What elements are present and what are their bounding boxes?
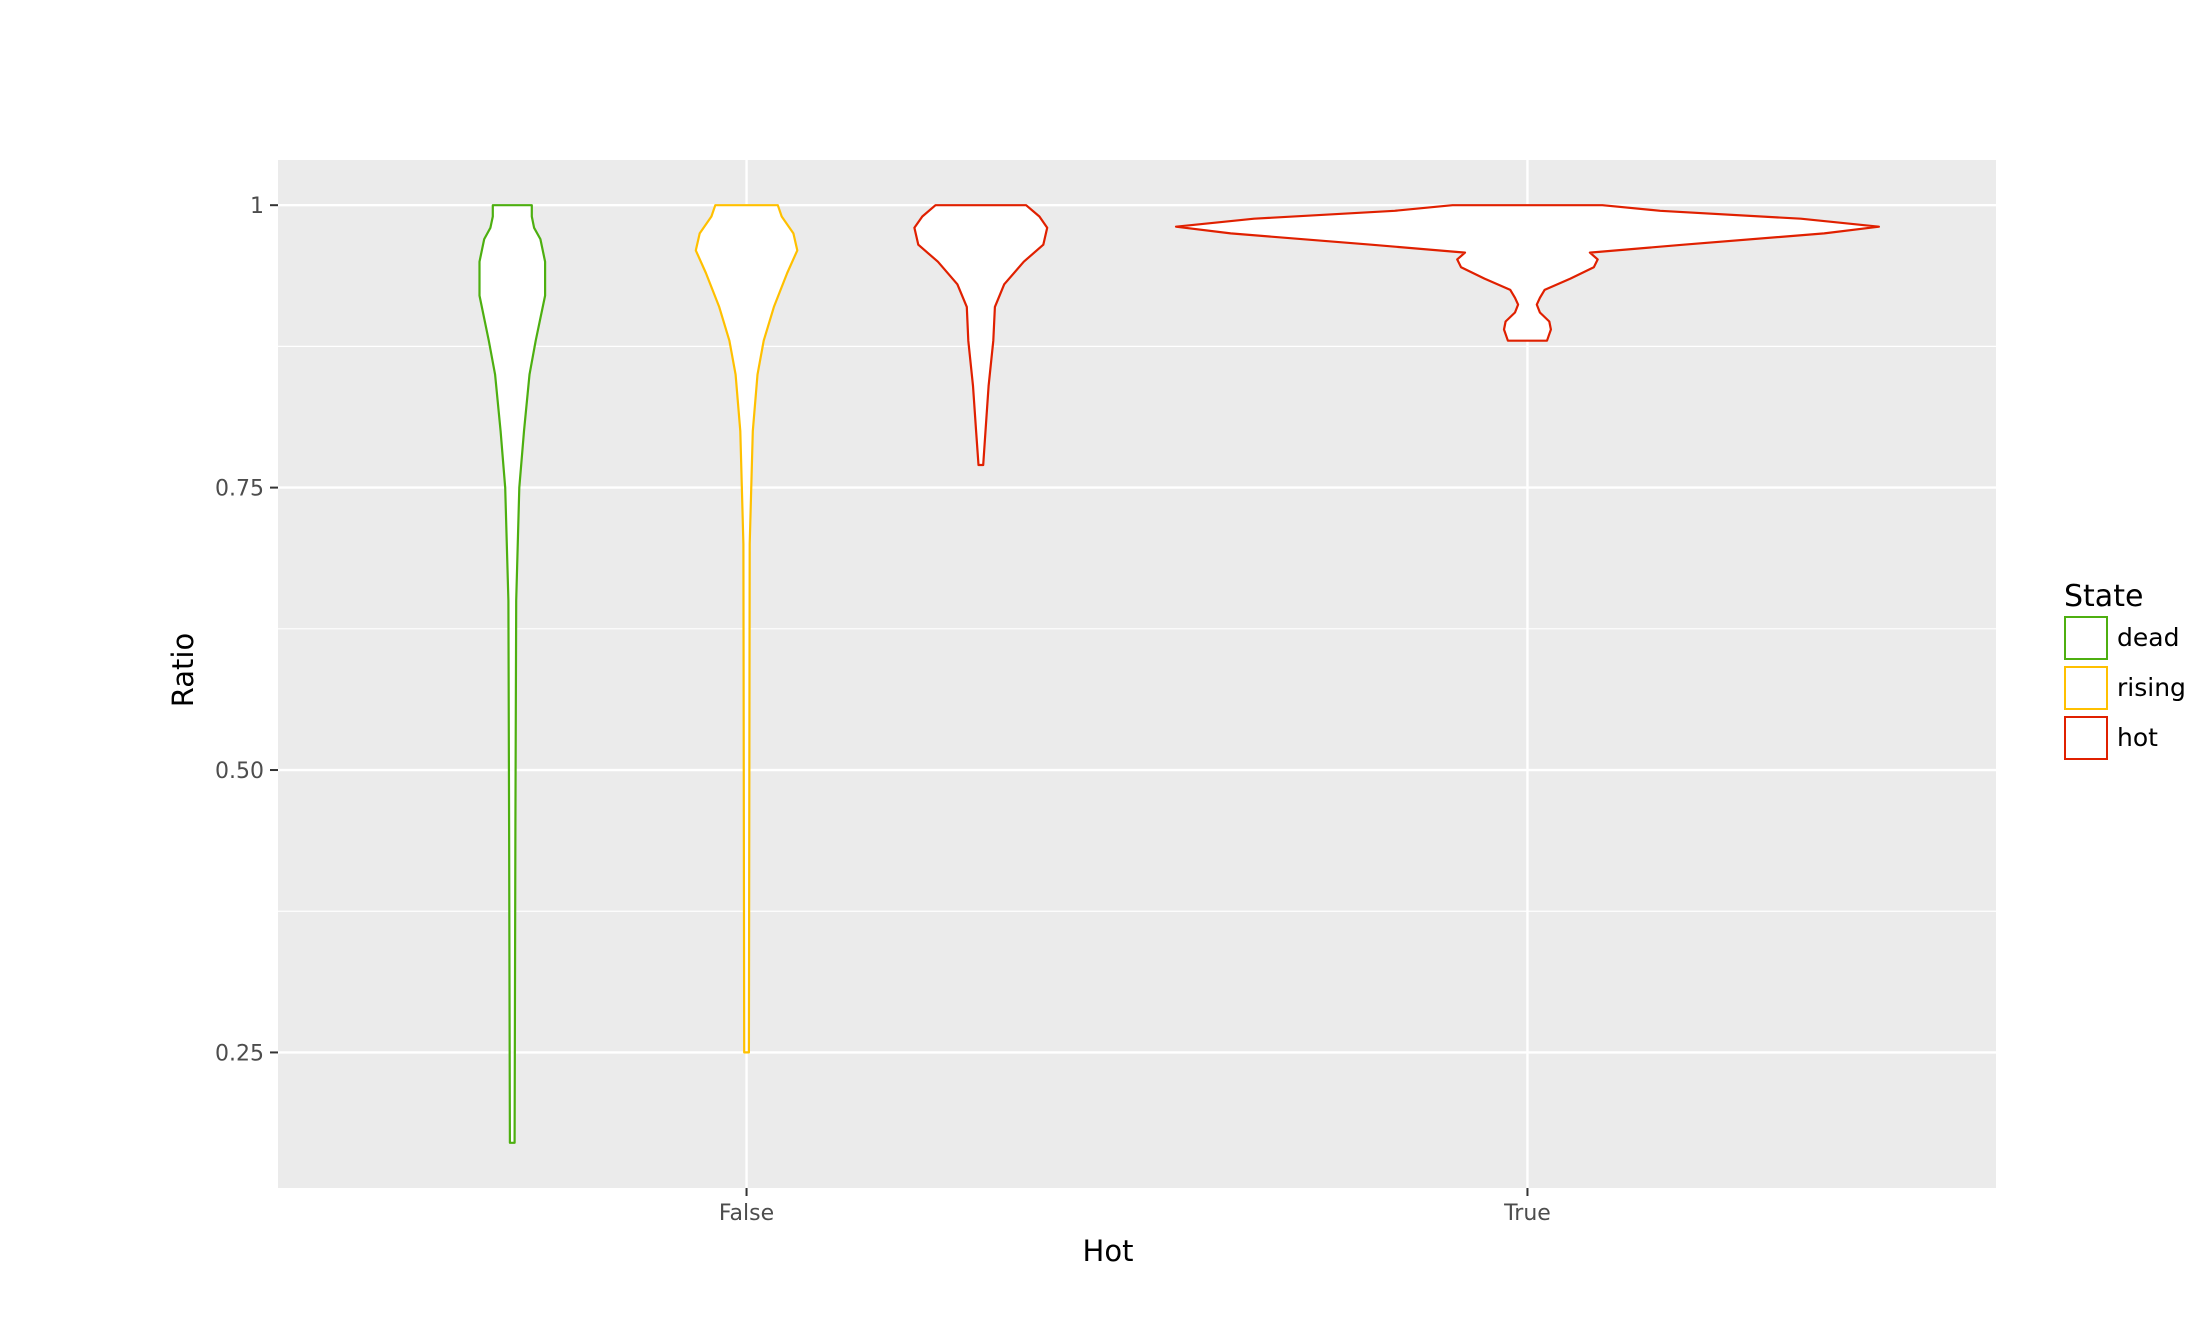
y-axis: 0.25 0.50 0.75 1 — [215, 194, 278, 1066]
x-tick-label: True — [1503, 1201, 1551, 1226]
legend-title: State — [2064, 579, 2143, 614]
legend-label-dead: dead — [2117, 623, 2179, 652]
legend-key-rising — [2064, 666, 2108, 710]
violin-dead-false — [478, 204, 547, 1144]
violin-hot-false — [913, 204, 1049, 467]
y-tick-label: 0.50 — [215, 759, 264, 784]
y-tick-label: 0.25 — [215, 1041, 264, 1066]
violin-hot-true — [1174, 204, 1880, 342]
y-tick-label: 0.75 — [215, 477, 264, 502]
legend: State dead rising hot — [2064, 579, 2186, 760]
x-axis-title: Hot — [1083, 1234, 1134, 1268]
legend-key-dead — [2064, 616, 2108, 660]
y-axis-title: Ratio — [166, 633, 200, 707]
legend-key-hot — [2064, 716, 2108, 760]
legend-label-hot: hot — [2117, 723, 2158, 752]
violin-rising-false — [694, 204, 799, 1054]
x-tick-label: False — [719, 1201, 774, 1226]
x-axis: False True — [719, 1188, 1551, 1226]
violins — [478, 204, 1880, 1144]
y-tick-label: 1 — [250, 194, 264, 219]
plot-panel — [278, 160, 1996, 1188]
legend-label-rising: rising — [2117, 673, 2186, 702]
